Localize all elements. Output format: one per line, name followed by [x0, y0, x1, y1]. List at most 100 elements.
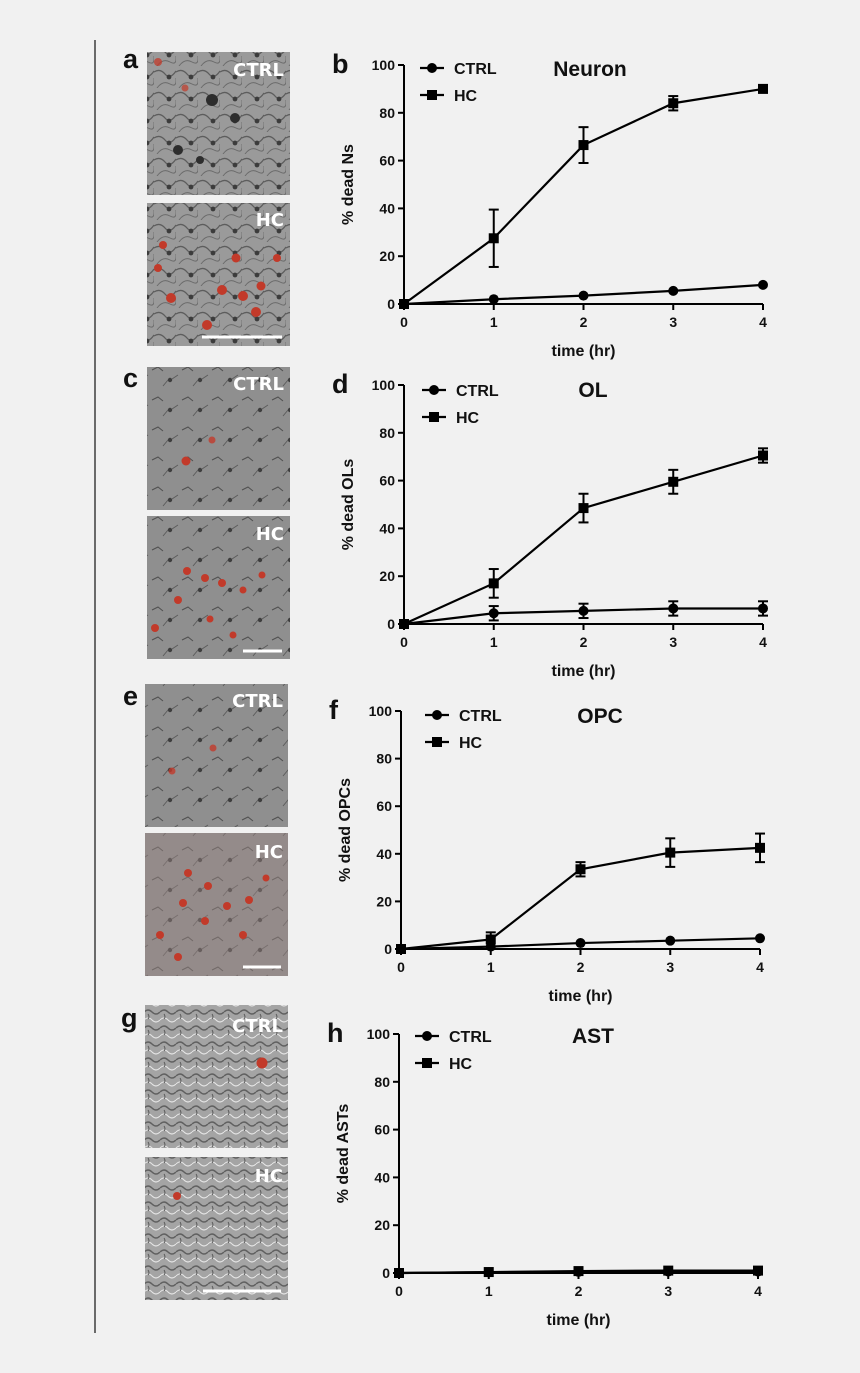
y-tick-label: 80 [374, 1074, 390, 1090]
y-tick-label: 80 [379, 105, 395, 121]
legend-label: CTRL [459, 708, 502, 725]
y-tick-label: 100 [369, 703, 393, 719]
data-point [665, 847, 676, 858]
x-axis-label: time (hr) [547, 1312, 611, 1329]
x-tick-label: 4 [759, 634, 767, 650]
micrograph-hc: HC [147, 516, 290, 659]
micrograph-label: CTRL [232, 691, 283, 712]
series-hc [394, 1265, 763, 1278]
legend-label: HC [459, 735, 483, 752]
micrograph-label: HC [256, 210, 284, 231]
legend-marker [422, 1058, 432, 1068]
data-point [665, 935, 676, 946]
panel-letter: a [123, 44, 139, 74]
legend-label: HC [454, 88, 478, 105]
data-point [488, 608, 499, 619]
panel-letter: d [332, 369, 349, 399]
data-point [578, 503, 589, 514]
legend-marker [432, 737, 442, 747]
x-tick-label: 2 [580, 314, 588, 330]
legend-entry: CTRL [415, 1029, 492, 1046]
panel-e: e CTRL HC [123, 681, 288, 976]
data-point [485, 934, 496, 945]
y-tick-label: 20 [374, 1217, 390, 1233]
x-tick-label: 4 [754, 1283, 762, 1299]
micrograph-label: HC [255, 842, 283, 863]
y-axis-label: % dead OLs [340, 459, 357, 551]
chart-b: b 0 20 40 60 80 100 0 1 2 3 4 time (hr) % dead Ns Neur… [332, 49, 768, 360]
legend-entry: CTRL [425, 708, 502, 725]
data-point [668, 98, 679, 109]
micrograph-ctrl: CTRL [147, 52, 290, 195]
y-tick-label: 60 [379, 153, 395, 169]
chart-h: h 0 20 40 60 80 100 0 1 2 3 4 time (hr) % dead ASTs AS… [327, 1018, 763, 1329]
legend-marker [429, 412, 439, 422]
x-tick-label: 0 [395, 1283, 403, 1299]
chart-title: OL [578, 379, 607, 402]
y-tick-label: 0 [384, 941, 392, 957]
micrograph-hc: HC [145, 833, 288, 976]
data-point [394, 1268, 404, 1278]
x-tick-label: 1 [490, 634, 498, 650]
x-tick-label: 3 [664, 1283, 672, 1299]
data-point [758, 603, 768, 614]
micrograph-hc: HC [147, 203, 290, 346]
x-tick-label: 2 [575, 1283, 583, 1299]
legend-label: CTRL [456, 383, 499, 400]
data-point [668, 603, 679, 614]
y-tick-label: 0 [382, 1265, 390, 1281]
legend-marker [427, 90, 437, 100]
data-point [578, 290, 589, 301]
x-tick-label: 4 [759, 314, 767, 330]
y-tick-label: 0 [387, 616, 395, 632]
legend-entry: CTRL [420, 61, 497, 78]
data-point [573, 1266, 584, 1277]
micrograph-ctrl: CTRL [145, 684, 288, 827]
data-point [575, 938, 586, 949]
series-hc [399, 447, 768, 629]
chart-title: OPC [577, 705, 623, 728]
y-tick-label: 20 [376, 893, 392, 909]
x-tick-label: 1 [485, 1283, 493, 1299]
legend-label: CTRL [449, 1029, 492, 1046]
legend-marker [427, 63, 437, 73]
y-tick-label: 100 [372, 377, 396, 393]
data-point [575, 864, 586, 875]
data-point [755, 933, 765, 944]
panel-letter: b [332, 49, 349, 79]
y-tick-label: 80 [379, 425, 395, 441]
legend-label: HC [449, 1056, 473, 1073]
legend-entry: HC [415, 1056, 473, 1073]
y-tick-label: 60 [379, 473, 395, 489]
x-axis-label: time (hr) [552, 663, 616, 680]
y-tick-label: 0 [387, 296, 395, 312]
y-axis-label: % dead Ns [340, 144, 357, 225]
panel-letter: c [123, 363, 138, 393]
panel-letter: e [123, 681, 138, 711]
x-axis-label: time (hr) [552, 343, 616, 360]
x-tick-label: 2 [580, 634, 588, 650]
micrograph-ctrl: CTRL [147, 367, 290, 510]
micrograph-ctrl: CTRL [145, 1005, 288, 1148]
micrograph-label: CTRL [233, 374, 284, 395]
x-axis-label: time (hr) [549, 988, 613, 1005]
x-tick-label: 1 [487, 959, 495, 975]
micrograph-label: CTRL [233, 60, 284, 81]
panel-letter: f [329, 695, 339, 725]
data-point [668, 476, 679, 487]
x-tick-label: 2 [577, 959, 585, 975]
chart-title: AST [572, 1025, 614, 1048]
legend-label: CTRL [454, 61, 497, 78]
y-tick-label: 100 [367, 1026, 391, 1042]
data-point [488, 578, 499, 589]
panel-a: a CTRL HC [123, 44, 290, 346]
data-point [399, 619, 409, 629]
legend-entry: HC [422, 410, 480, 427]
x-tick-label: 0 [397, 959, 405, 975]
micrograph-label: CTRL [232, 1016, 283, 1037]
x-tick-label: 3 [669, 314, 677, 330]
data-point [755, 842, 765, 853]
micrograph-label: HC [256, 524, 284, 545]
y-tick-label: 40 [374, 1169, 390, 1185]
